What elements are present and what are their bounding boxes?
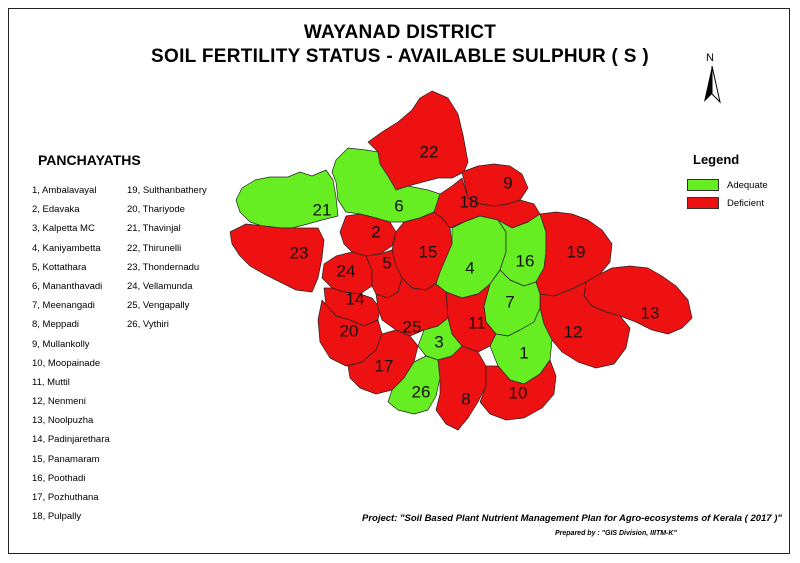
panchayath-list-column-1: 1, Ambalavayal 2, Edavaka 3, Kalpetta MC 4,… <box>32 181 110 526</box>
panchayath-list-item: 12, Nenmeni <box>32 396 86 408</box>
region-label-9: 9 <box>503 174 512 193</box>
region-label-18: 18 <box>460 193 479 212</box>
region-label-14: 14 <box>346 290 365 309</box>
region-25 <box>375 277 449 337</box>
region-label-4: 4 <box>465 259 474 278</box>
region-label-24: 24 <box>337 262 356 281</box>
legend: Legend Adequate Deficient <box>683 150 793 220</box>
region-label-20: 20 <box>340 322 359 341</box>
region-label-22: 22 <box>420 143 439 162</box>
region-label-15: 15 <box>419 243 438 262</box>
legend-label-deficient: Deficient <box>727 197 764 209</box>
region-8 <box>435 345 487 431</box>
region-label-7: 7 <box>505 293 514 312</box>
region-21 <box>235 169 339 229</box>
panchayath-list-item: 15, Panamaram <box>32 453 100 465</box>
project-credit: Project: "Soil Based Plant Nutrient Mana… <box>362 513 782 524</box>
panchayaths-heading: PANCHAYATHS <box>38 152 141 168</box>
panchayath-list-item: 10, Moopainade <box>32 357 101 369</box>
legend-label-adequate: Adequate <box>727 179 768 191</box>
panchayath-list-item: 19, Sulthanbathery <box>127 185 207 196</box>
panchayath-list-item: 9, Mullankolly <box>32 338 90 350</box>
region-label-5: 5 <box>382 254 391 273</box>
panchayath-list-item: 21, Thavinjal <box>127 223 181 235</box>
panchayath-list-item: 22, Thirunelli <box>127 242 182 254</box>
panchayath-list-item: 4, Kaniyambetta <box>32 242 101 254</box>
panchayath-list-item: 2, Edavaka <box>32 204 80 216</box>
panchayath-list-item: 13, Noolpuzha <box>32 415 94 427</box>
region-label-25: 25 <box>403 318 422 337</box>
panchayath-list-item: 24, Vellamunda <box>127 280 193 292</box>
panchayath-list-item: 16, Poothadi <box>32 472 86 484</box>
region-label-12: 12 <box>564 323 583 342</box>
region-2 <box>339 213 397 257</box>
panchayath-list-item: 26, Vythiri <box>127 319 169 331</box>
watermark: www.keralasoilfertility.net <box>462 418 701 441</box>
region-label-6: 6 <box>394 197 403 216</box>
panchayath-list-item: 5, Kottathara <box>32 261 87 273</box>
region-label-1: 1 <box>519 344 528 363</box>
panchayath-list-item: 8, Meppadi <box>32 319 80 331</box>
region-label-2: 2 <box>371 223 380 242</box>
panchayath-list-item: 7, Meenangadi <box>32 300 95 312</box>
legend-item-adequate: Adequate <box>687 178 768 192</box>
region-label-13: 13 <box>641 304 660 323</box>
region-label-11: 11 <box>468 314 486 333</box>
panchayath-list-item: 23, Thondernadu <box>127 261 200 273</box>
panchayath-list-item: 17, Pozhuthana <box>32 492 99 503</box>
panchayath-list-item: 1, Ambalavayal <box>32 185 97 196</box>
panchayath-list-item: 6, Mananthavadi <box>32 280 103 292</box>
region-label-26: 26 <box>412 383 431 402</box>
map-subtitle: SOIL FERTILITY STATUS - AVAILABLE SULPHU… <box>151 46 649 67</box>
legend-swatch-deficient <box>687 197 719 209</box>
panchayath-list-column-2: 19, Sulthanbathery 20, Thariyode 21, Thavi… <box>127 181 207 335</box>
region-label-8: 8 <box>461 390 470 409</box>
region-label-17: 17 <box>375 357 394 376</box>
region-label-23: 23 <box>290 244 309 263</box>
region-label-19: 19 <box>567 243 586 262</box>
region-label-21: 21 <box>313 201 332 220</box>
legend-item-deficient: Deficient <box>687 196 764 210</box>
panchayath-list-item: 18, Pulpally <box>32 511 82 523</box>
map-frame <box>8 8 790 554</box>
region-10 <box>479 359 557 421</box>
map-title: WAYANAD DISTRICT <box>303 22 497 43</box>
legend-title: Legend <box>693 152 740 167</box>
panchayath-list-item: 11, Muttil <box>32 376 70 388</box>
panchayath-list-item: 3, Kalpetta MC <box>32 223 95 235</box>
region-17 <box>347 329 419 395</box>
region-label-10: 10 <box>509 384 528 403</box>
north-arrow-icon: N <box>700 52 724 104</box>
region-label-3: 3 <box>434 333 443 352</box>
north-label: N <box>706 52 714 64</box>
prepared-by-credit: Prepared by : "GIS Division, IIITM-K" <box>555 530 677 537</box>
legend-swatch-adequate <box>687 179 719 191</box>
region-26 <box>387 355 441 415</box>
panchayath-list-item: 20, Thariyode <box>127 204 185 216</box>
region-23 <box>229 223 325 293</box>
panchayath-list-item: 14, Padinjarethara <box>32 434 110 446</box>
panchayath-list-item: 25, Vengapally <box>127 300 190 312</box>
region-label-16: 16 <box>516 252 535 271</box>
